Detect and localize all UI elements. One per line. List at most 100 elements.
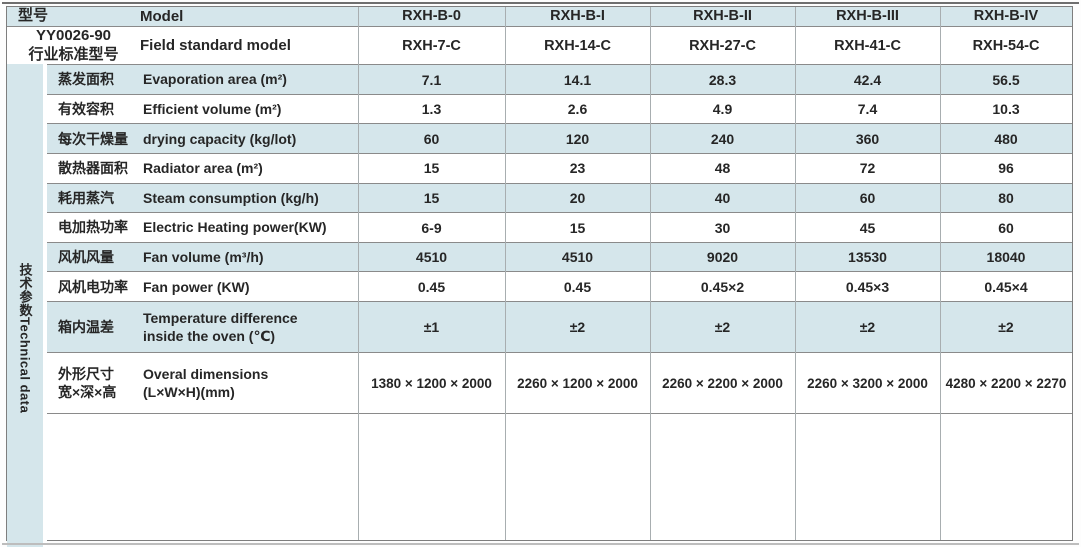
spec-label-cn: 散热器面积 [47, 159, 143, 177]
spec-row-label: 耗用蒸汽 Steam consumption (kg/h) [47, 184, 358, 213]
group-rows: 蒸发面积 Evaporation area (m²) 7.1 14.1 28.3 42.4… [47, 64, 1072, 547]
spec-row-values: 6-9 15 30 45 60 [358, 213, 1072, 242]
spec-row: 箱内温差 Temperature difference inside the ove… [47, 301, 1072, 352]
spec-label-en: Temperature difference inside the oven (℃… [143, 309, 358, 345]
spec-row-label: 散热器面积 Radiator area (m²) [47, 154, 358, 183]
spec-value: ±2 [859, 319, 876, 335]
model-name: RXH-B-I [550, 8, 605, 25]
spec-value: 2260 × 2200 × 2000 [662, 375, 783, 391]
column-divider [795, 7, 796, 540]
spec-row-label: 电加热功率 Electric Heating power(KW) [47, 213, 358, 242]
spec-label-cn-line: 蒸发面积 [58, 71, 114, 88]
spec-row-values: 15 20 40 60 80 [358, 184, 1072, 213]
spec-value: 360 [855, 130, 880, 147]
spec-value: 4280 × 2200 × 2270 [945, 375, 1067, 391]
standard-model-name: RXH-27-C [689, 37, 756, 54]
spec-row-label: 箱内温差 Temperature difference inside the ove… [47, 302, 358, 352]
technical-data-section: 技术参数Technical data 蒸发面积 Evaporation area (… [7, 64, 1072, 547]
spec-label-cn: 箱内温差 [47, 318, 143, 336]
spec-row-label: 每次干燥量 drying capacity (kg/lot) [47, 124, 358, 153]
column-divider [505, 7, 506, 540]
spec-value: 1.3 [421, 101, 442, 118]
spec-row-values: ±1 ±2 ±2 ±2 ±2 [358, 302, 1072, 352]
model-label-cn: 型号 [18, 7, 49, 24]
group-vertical-label: 技术参数Technical data [17, 262, 33, 413]
spec-value: 30 [714, 219, 731, 236]
technical-data-group-strip: 技术参数Technical data [7, 64, 43, 547]
spec-label-cn-line: 电加热功率 [58, 219, 128, 236]
column-divider [940, 7, 941, 540]
spec-label-en-line: Electric Heating power(KW) [143, 219, 327, 236]
spec-row: 耗用蒸汽 Steam consumption (kg/h) 15 20 40 60 80 [47, 182, 1072, 213]
spec-label-cn-line: 每次干燥量 [58, 130, 128, 147]
spec-value: 2.6 [567, 101, 588, 118]
spec-value: 80 [998, 189, 1014, 206]
model-name: RXH-B-II [693, 8, 752, 25]
spec-value: 13530 [848, 249, 887, 266]
spec-label-en: Evaporation area (m²) [143, 70, 358, 88]
spec-row-label: 外形尺寸宽×深×高 Overal dimensions (L×W×H)(mm) [47, 353, 358, 413]
spec-label-en: Radiator area (m²) [143, 159, 358, 177]
spec-value: 15 [569, 219, 586, 236]
spec-value: 0.45×4 [984, 278, 1028, 295]
model-header-row: 型号 Model RXH-B-0 RXH-B-I RXH-B-II RXH-B-III… [7, 7, 1072, 27]
spec-label-cn-line: 风机电功率 [58, 278, 128, 295]
spec-row: 有效容积 Efficient volume (m²) 1.3 2.6 4.9 7.4 10.… [47, 93, 1072, 124]
spec-value: 0.45 [563, 278, 592, 295]
spec-label-en-line: Steam consumption (kg/h) [143, 189, 319, 206]
spec-value: ±2 [569, 319, 586, 335]
spec-value: 6-9 [421, 219, 442, 236]
spec-value: 60 [423, 130, 440, 147]
spec-value: 96 [998, 160, 1014, 177]
spec-value: 40 [714, 189, 731, 206]
spec-label-cn-line: 宽×深×高 [58, 384, 117, 400]
spec-label-en-line: Fan power (KW) [143, 278, 250, 295]
spec-label-en-line: Temperature difference [143, 309, 298, 326]
model-name: RXH-B-III [836, 8, 899, 25]
spec-value: 15 [423, 160, 440, 177]
spec-label-cn: 有效容积 [47, 100, 143, 118]
spec-value: 42.4 [853, 71, 882, 88]
spec-label-en-line: Efficient volume (m²) [143, 101, 282, 118]
spec-value: 7.1 [421, 71, 442, 88]
spec-value: 28.3 [708, 71, 737, 88]
spec-row: 散热器面积 Radiator area (m²) 15 23 48 72 96 [47, 153, 1072, 183]
spec-value: 60 [859, 189, 876, 206]
spec-row-values: 0.45 0.45 0.45×2 0.45×3 0.45×4 [358, 272, 1072, 301]
spec-value: 60 [998, 219, 1014, 236]
spec-label-cn: 电加热功率 [47, 218, 143, 236]
spec-row-values: 15 23 48 72 96 [358, 154, 1072, 183]
spec-label-en-line: Fan volume (m³/h) [143, 249, 264, 266]
field-standard-label: YY0026-90 行业标准型号 Field standard model [7, 27, 358, 65]
spec-row: 风机风量 Fan volume (m³/h) 4510 4510 9020 13530 18… [47, 241, 1072, 272]
spec-row-label: 风机电功率 Fan power (KW) [47, 272, 358, 301]
model-label-en: Model [140, 7, 184, 25]
standard-model-name: RXH-7-C [402, 37, 461, 54]
spec-value: 7.4 [857, 101, 878, 118]
spec-value: 1380 × 1200 × 2000 [371, 375, 492, 391]
spec-value: ±2 [998, 319, 1014, 335]
spec-value: 45 [859, 219, 876, 236]
bottom-border-rule [2, 543, 1079, 545]
field-standard-label-cn: YY0026-90 行业标准型号 [7, 27, 140, 65]
spec-row: 电加热功率 Electric Heating power(KW) 6-9 15 30 45… [47, 212, 1072, 242]
spec-value: 0.45 [417, 278, 446, 295]
spec-label-cn-line: 耗用蒸汽 [58, 189, 114, 206]
spec-value: 4.9 [712, 101, 733, 118]
strip-gap [43, 64, 47, 547]
spec-value: 0.45×3 [845, 278, 890, 295]
spec-value: 2260 × 3200 × 2000 [807, 375, 928, 391]
field-standard-label-en: Field standard model [140, 37, 291, 54]
spec-label-en: Electric Heating power(KW) [143, 218, 358, 236]
spec-value: 4510 [561, 249, 594, 266]
spec-row: 蒸发面积 Evaporation area (m²) 7.1 14.1 28.3 42.4… [47, 64, 1072, 94]
spec-value: 48 [714, 160, 731, 177]
spec-label-cn-line: 外形尺寸 [58, 365, 114, 382]
spec-label-cn-line: 有效容积 [58, 101, 114, 118]
standard-model-cells: RXH-7-C RXH-14-C RXH-27-C RXH-41-C RXH-54-C [358, 27, 1072, 65]
spec-value: 72 [859, 160, 876, 177]
spec-label-cn-line: 箱内温差 [58, 318, 114, 335]
spec-label-en: Overal dimensions (L×W×H)(mm) [143, 365, 358, 401]
model-name: RXH-B-IV [973, 8, 1039, 25]
